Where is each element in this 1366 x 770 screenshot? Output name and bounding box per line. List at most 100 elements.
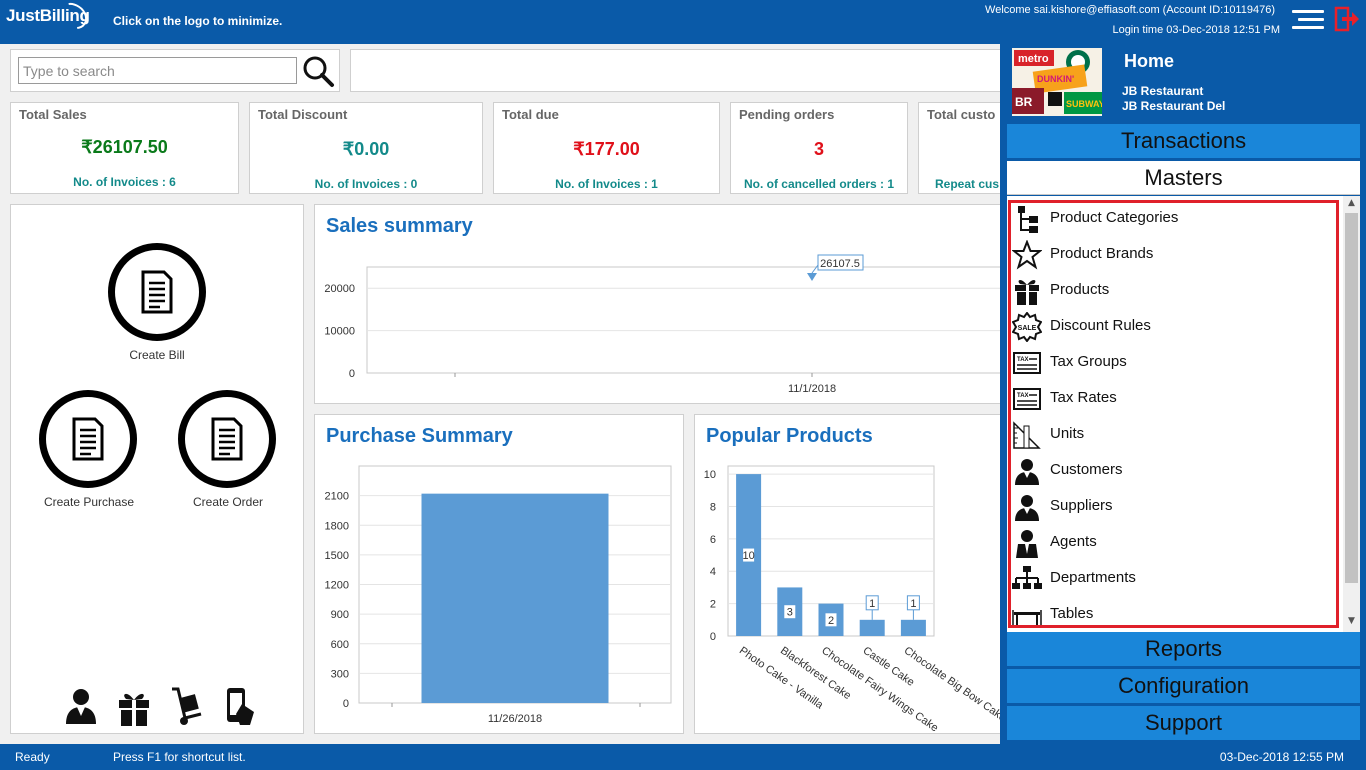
y-tick-label: 6 [710, 534, 716, 546]
gift-icon [1015, 279, 1039, 305]
y-tick-label: 2 [710, 599, 716, 611]
data-label-box [783, 604, 797, 620]
hand-truck-icon[interactable] [169, 686, 203, 726]
y-tick-label: 1500 [325, 550, 349, 562]
app-logo[interactable]: JustBilling [6, 6, 90, 25]
purchase-bar [421, 493, 609, 703]
card-subtitle: No. of Invoices : 0 [314, 177, 418, 191]
masters-item-agents[interactable]: Agents [1012, 525, 1334, 559]
y-tick-label: 0 [710, 631, 716, 643]
total-discount-card[interactable]: Total Discount ₹0.00 No. of Invoices : 0 [249, 102, 483, 194]
svg-text:SALE: SALE [1018, 325, 1037, 332]
masters-item-discount-rules[interactable]: SALE Discount Rules [1012, 309, 1334, 343]
scroll-down-arrow-icon[interactable]: ▼ [1348, 616, 1355, 626]
masters-item-label: Product Brands [1050, 245, 1154, 262]
masters-item-label: Products [1050, 281, 1110, 298]
y-tick-label: 1200 [325, 580, 349, 592]
y-tick-label: 4 [710, 566, 716, 578]
card-subtitle: No. of Invoices : 1 [555, 177, 658, 191]
table-icon [1012, 610, 1042, 628]
masters-item-product-brands[interactable]: Product Brands [1012, 237, 1334, 271]
masters-item-product-categories[interactable]: Product Categories [1012, 201, 1334, 235]
masters-item-label: Units [1050, 425, 1085, 442]
org-chart-icon [1012, 566, 1042, 589]
store-name-secondary: JB Restaurant Del [1122, 99, 1226, 113]
data-label: 10 [742, 550, 754, 562]
store-name: JB Restaurant [1122, 84, 1204, 98]
y-tick-label: 10 [704, 469, 716, 481]
y-tick-label: 10000 [324, 326, 355, 338]
hamburger-menu-icon[interactable] [1292, 9, 1324, 31]
search-input[interactable] [18, 57, 297, 84]
create-order-label: Create Order [192, 495, 264, 509]
masters-item-units[interactable]: Units [1012, 417, 1334, 451]
create-order-button[interactable] [178, 390, 276, 488]
card-subtitle: No. of Invoices : 6 [73, 175, 176, 189]
popular-products-panel: Popular Products 0 2 4 6 8 10 10 Photo Cake - V… [694, 414, 1010, 734]
x-tick-label: Blackforest Cake [778, 645, 853, 703]
total-sales-card[interactable]: Total Sales ₹26107.50 No. of Invoices : … [10, 102, 239, 194]
pending-orders-card[interactable]: Pending orders 3 No. of cancelled orders… [730, 102, 908, 194]
create-purchase-button[interactable] [39, 390, 137, 488]
masters-item-tax-groups[interactable]: TAX Tax Groups [1012, 345, 1334, 379]
svg-text:SUBWAY: SUBWAY [1066, 99, 1102, 109]
masters-item-label: Tax Rates [1050, 389, 1117, 406]
scroll-up-arrow-icon[interactable]: ▲ [1348, 198, 1355, 208]
quick-actions-panel: Create Bill Create Purchase Create Order [10, 204, 304, 734]
restaurant-brands-image: metro DUNKIN' BR SUBWAY [1012, 48, 1102, 116]
scrollbar-thumb[interactable] [1345, 213, 1358, 583]
welcome-text: Welcome sai.kishore@effiasoft.com (Accou… [985, 4, 1275, 16]
status-ready: Ready [15, 750, 50, 764]
masters-item-label: Product Categories [1050, 209, 1179, 226]
y-tick-label: 0 [343, 698, 349, 710]
gift-icon[interactable] [117, 688, 151, 728]
nav-reports[interactable]: Reports [1007, 632, 1360, 666]
masters-item-products[interactable]: Products [1012, 273, 1334, 307]
masters-item-departments[interactable]: Departments [1012, 561, 1334, 595]
mobile-payment-icon[interactable] [222, 686, 256, 726]
masters-item-label: Suppliers [1050, 497, 1113, 514]
masters-item-label: Tax Groups [1050, 353, 1127, 370]
logo-hint: Click on the logo to minimize. [113, 14, 283, 28]
masters-item-tables[interactable]: Tables [1012, 597, 1334, 631]
create-bill-button[interactable] [108, 243, 206, 341]
svg-text:TAX: TAX [1017, 357, 1029, 363]
product-bar [859, 619, 885, 636]
create-bill-label: Create Bill [129, 348, 185, 362]
total-customers-card[interactable]: Total custo Repeat cus [918, 102, 1010, 194]
logout-icon[interactable] [1334, 6, 1360, 32]
nav-configuration[interactable]: Configuration [1007, 669, 1360, 703]
svg-text:DUNKIN': DUNKIN' [1037, 74, 1074, 84]
data-label-box [824, 612, 838, 628]
document-icon [72, 417, 104, 461]
masters-item-tax-rates[interactable]: TAX Tax Rates [1012, 381, 1334, 415]
total-due-card[interactable]: Total due ₹177.00 No. of Invoices : 1 [493, 102, 720, 194]
card-title: Total due [502, 107, 559, 122]
masters-item-label: Departments [1050, 569, 1136, 586]
star-icon [1012, 240, 1042, 270]
y-tick-label: 900 [331, 609, 349, 621]
side-home-title[interactable]: Home [1124, 51, 1175, 71]
masters-item-suppliers[interactable]: Suppliers [1012, 489, 1334, 523]
search-icon[interactable] [301, 54, 335, 88]
masters-item-customers[interactable]: Customers [1012, 453, 1334, 487]
person-icon [1015, 495, 1039, 521]
total-due-value: ₹177.00 [573, 139, 640, 159]
masters-item-label: Agents [1050, 533, 1097, 550]
data-label-box [906, 595, 920, 611]
customer-icon[interactable] [64, 686, 98, 726]
masters-item-label: Tables [1050, 605, 1094, 622]
agent-icon [1016, 530, 1038, 558]
status-help: Press F1 for shortcut list. [113, 750, 246, 764]
data-label: 1 [910, 598, 916, 610]
tree-icon [1018, 206, 1038, 233]
card-title: Total Discount [258, 107, 348, 122]
masters-item-label: Customers [1050, 461, 1123, 478]
nav-transactions[interactable]: Transactions [1007, 124, 1360, 158]
purchase-summary-chart: 0 300 600 900 1200 1500 1800 2100 11/26/2018 [325, 465, 672, 725]
popular-products-title: Popular Products [706, 425, 873, 447]
nav-support[interactable]: Support [1007, 706, 1360, 740]
y-tick-label: 2100 [325, 491, 349, 503]
nav-masters[interactable]: Masters [1007, 161, 1360, 195]
